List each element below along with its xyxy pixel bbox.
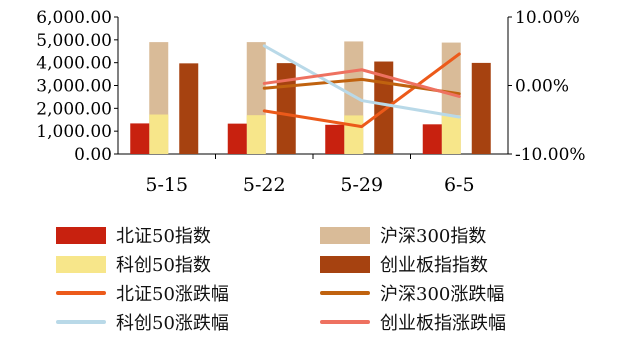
x-tick-label: 5-29 xyxy=(340,174,383,196)
legend-item: 创业板指指数 xyxy=(320,251,488,277)
line-series-0 xyxy=(262,52,461,129)
legend: 北证50指数 沪深300指数科创50指数 创业板指指数北证50涨跌幅 沪深300涨跌幅… xyxy=(0,222,619,341)
legend-label: 科创50涨跌幅 xyxy=(116,313,229,334)
legend-item: 科创50涨跌幅 xyxy=(56,309,229,335)
legend-swatch xyxy=(320,320,370,324)
left-tick-label: 3,000.00 xyxy=(36,77,112,97)
bar-2 xyxy=(344,115,364,154)
bar-2 xyxy=(246,115,266,154)
bar-3 xyxy=(276,63,296,154)
left-tick-label: 2,000.00 xyxy=(36,99,112,119)
legend-swatch xyxy=(320,291,370,295)
bar-2 xyxy=(149,114,169,154)
right-tick-label: 0.00% xyxy=(515,77,569,97)
legend-label: 沪深300指数 xyxy=(380,226,487,247)
left-tick-label: 5,000.00 xyxy=(36,31,112,51)
x-tick-label: 5-22 xyxy=(243,174,286,196)
x-tick-label: 5-15 xyxy=(145,174,188,196)
legend-swatch xyxy=(56,255,106,273)
x-tick-label: 6-5 xyxy=(444,174,475,196)
bar-0 xyxy=(227,123,247,154)
line-series-3 xyxy=(262,68,461,98)
legend-item: 沪深300指数 xyxy=(320,222,486,248)
chart: 0.00 1,000.00 2,000.003,000.00 4,000.00 5,00… xyxy=(36,8,586,196)
legend-label: 沪深300涨跌幅 xyxy=(380,284,505,305)
legend-swatch xyxy=(56,320,106,324)
legend-swatch xyxy=(56,291,106,295)
left-tick-label: 6,000.00 xyxy=(36,8,112,28)
left-tick-label: 4,000.00 xyxy=(36,54,112,74)
legend-label: 北证50指数 xyxy=(116,226,211,247)
legend-label: 创业板指指数 xyxy=(380,255,488,276)
bar-3 xyxy=(471,62,491,154)
bar-0 xyxy=(422,124,442,154)
right-tick-label: 10.00% xyxy=(515,8,580,28)
line-series-2 xyxy=(262,44,461,119)
bar-3 xyxy=(179,63,199,154)
legend-item: 创业板指涨跌幅 xyxy=(320,309,506,335)
legend-item: 北证50指数 xyxy=(56,222,211,248)
legend-item: 科创50指数 xyxy=(56,251,211,277)
bar-0 xyxy=(130,123,150,154)
left-tick-label: 1,000.00 xyxy=(36,122,112,142)
legend-swatch xyxy=(56,226,106,244)
legend-label: 创业板指涨跌幅 xyxy=(380,313,506,334)
legend-item: 北证50涨跌幅 xyxy=(56,280,229,306)
legend-item: 沪深300涨跌幅 xyxy=(320,280,504,306)
bar-0 xyxy=(325,124,345,154)
legend-swatch xyxy=(320,226,370,244)
right-tick-label: -10.00% xyxy=(515,145,586,165)
legend-label: 北证50涨跌幅 xyxy=(116,284,229,305)
legend-label: 科创50指数 xyxy=(116,255,211,276)
legend-swatch xyxy=(320,255,370,273)
left-tick-label: 0.00 xyxy=(74,145,112,165)
bar-2 xyxy=(441,115,461,154)
